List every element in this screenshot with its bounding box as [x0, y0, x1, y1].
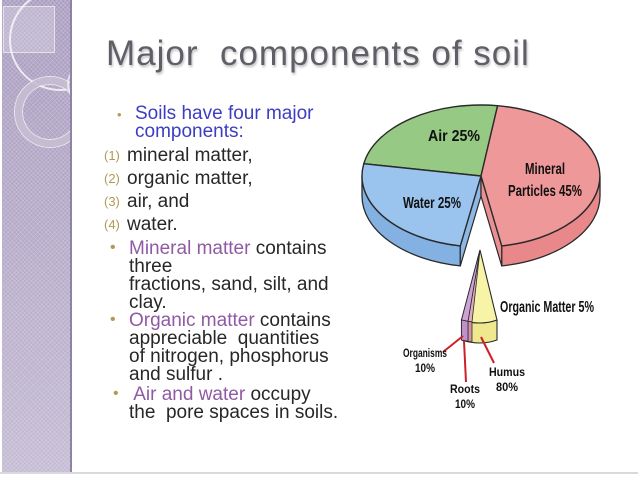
bullet-line: of nitrogen, phosphorus	[129, 346, 329, 367]
bullet-line: components:	[135, 121, 244, 142]
organisms-label: Organisms	[403, 346, 447, 360]
bullet-line: clay.	[129, 292, 167, 313]
bullet-line: Organic matter contains	[129, 311, 331, 330]
list-number: (1)	[104, 148, 120, 163]
bullet-text: occupy	[245, 384, 311, 405]
bullet-dot: •	[110, 239, 116, 256]
mineral-slice-label-line1: Mineral	[525, 161, 565, 178]
bullet-line: Soils have four major	[135, 103, 314, 124]
water-slice	[361, 162, 482, 247]
bullet-line: and sulfur .	[129, 364, 223, 385]
humus-label: Humus	[489, 365, 525, 379]
organic-wedge-label: Organic Matter 5%	[500, 299, 594, 316]
water-slice-label: Water 25%	[403, 195, 461, 212]
organic-wedge-roots-side	[467, 320, 473, 343]
organic-wedge-organisms-side	[461, 319, 469, 342]
slide-bottom-edge	[0, 472, 638, 474]
bullet-line: Mineral matter contains	[129, 239, 326, 258]
bullet-dot: •	[117, 107, 122, 122]
humus-leader-line	[480, 336, 495, 364]
roots-pct-label: 10%	[455, 397, 475, 411]
roots-label: Roots	[450, 382, 480, 396]
keyword: Organic matter	[129, 310, 255, 331]
mineral-slice	[480, 104, 601, 247]
sidebar-ring-medium	[15, 77, 70, 147]
list-number: (4)	[104, 217, 120, 232]
list-number: (2)	[104, 171, 120, 186]
bullet-line: fractions, sand, silt, and	[129, 274, 329, 295]
list-number: (3)	[104, 194, 120, 209]
bullet-dot: •	[110, 311, 116, 328]
mineral-slice-label-line2: Particles 45%	[508, 183, 582, 200]
list-item: air, and	[127, 191, 190, 212]
sidebar-decoration	[0, 0, 72, 473]
humus-pct-label: 80%	[496, 380, 518, 394]
slide-title: Major components of soil	[106, 34, 530, 73]
bullet-dot: •	[113, 385, 119, 402]
bullet-line: appreciable quantities	[129, 328, 320, 349]
list-item: organic matter,	[127, 168, 253, 189]
organisms-leader-line	[442, 335, 464, 353]
bullet-text: contains	[250, 238, 327, 259]
bullet-line: three	[129, 256, 173, 277]
roots-leader-line	[463, 340, 467, 383]
list-item: water.	[127, 214, 178, 235]
list-item: mineral matter,	[127, 145, 253, 166]
air-slice-label: Air 25%	[428, 128, 480, 145]
air-slice	[362, 104, 499, 177]
bullet-text: contains	[254, 310, 331, 331]
bullet-line: Air and water occupy	[129, 384, 311, 405]
bullet-line: the pore spaces in soils.	[129, 402, 339, 423]
organisms-pct-label: 10%	[415, 361, 435, 375]
keyword: Mineral matter	[129, 238, 251, 259]
keyword: Air and water	[129, 384, 246, 405]
soil-pie-chart: Air 25% Mineral Particles 45% Water 25% …	[361, 104, 601, 411]
